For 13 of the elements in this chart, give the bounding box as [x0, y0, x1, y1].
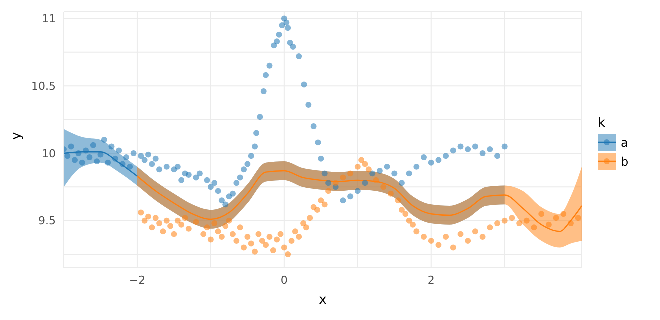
- legend-title: k: [598, 116, 607, 131]
- legend-label: a: [621, 136, 628, 150]
- y-tick-label: 11: [42, 12, 56, 26]
- y-tick-label: 10.5: [32, 80, 56, 94]
- legend-label: b: [621, 154, 629, 168]
- x-tick-label: 2: [428, 274, 435, 287]
- line-series: [136, 170, 582, 232]
- x-axis-title: x: [319, 293, 328, 308]
- y-tick-label: 9.5: [38, 214, 56, 228]
- x-tick-label: 0: [280, 274, 288, 287]
- y-tick-label: 10: [42, 147, 56, 160]
- x-tick-label: −2: [129, 274, 146, 287]
- y-axis-title: y: [10, 132, 25, 140]
